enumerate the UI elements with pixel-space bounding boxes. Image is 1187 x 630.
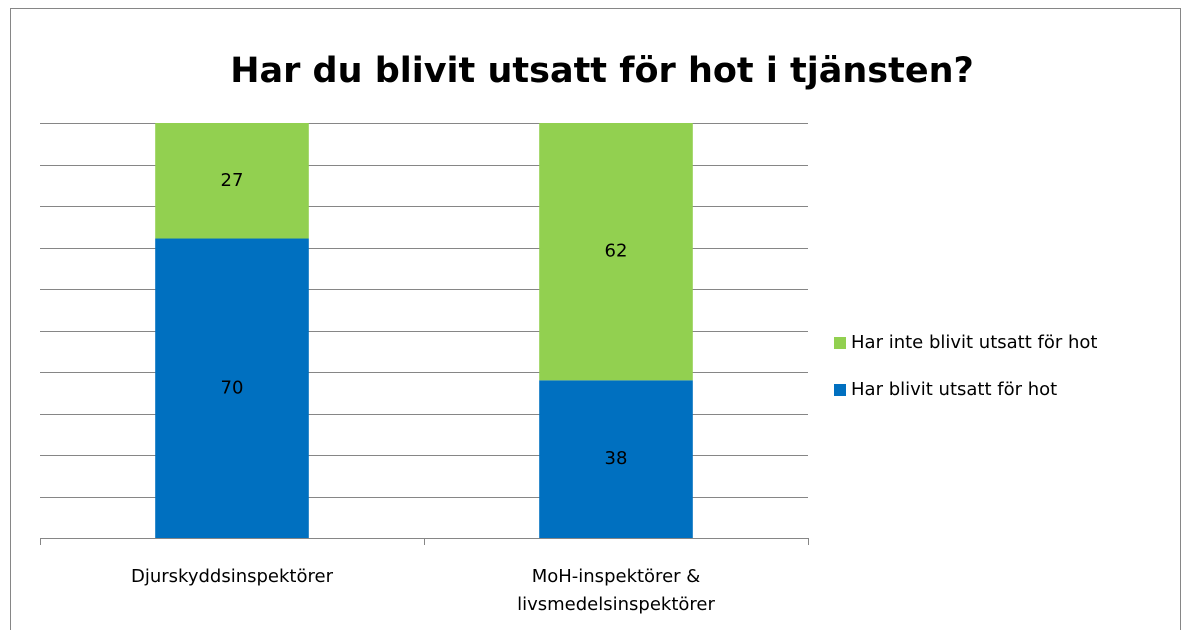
data-label: 38 — [605, 448, 628, 469]
data-label: 27 — [221, 170, 244, 191]
legend-label: Har inte blivit utsatt för hot — [851, 332, 1097, 353]
legend-swatch — [834, 384, 846, 396]
legend-label: Har blivit utsatt för hot — [851, 379, 1057, 400]
legend-swatch — [834, 337, 846, 349]
bar-segment — [155, 238, 309, 539]
bar-segment — [539, 123, 693, 381]
bar-segment — [539, 380, 693, 538]
bar-segment — [155, 123, 309, 239]
data-label: 62 — [605, 241, 628, 262]
x-tick-label: Djurskyddsinspektörer — [131, 566, 334, 587]
chart-title: Har du blivit utsatt för hot i tjänsten? — [230, 51, 974, 91]
data-label: 70 — [221, 377, 244, 398]
x-tick-label: MoH-inspektörer & livsmedelsinspektörer — [517, 566, 715, 615]
